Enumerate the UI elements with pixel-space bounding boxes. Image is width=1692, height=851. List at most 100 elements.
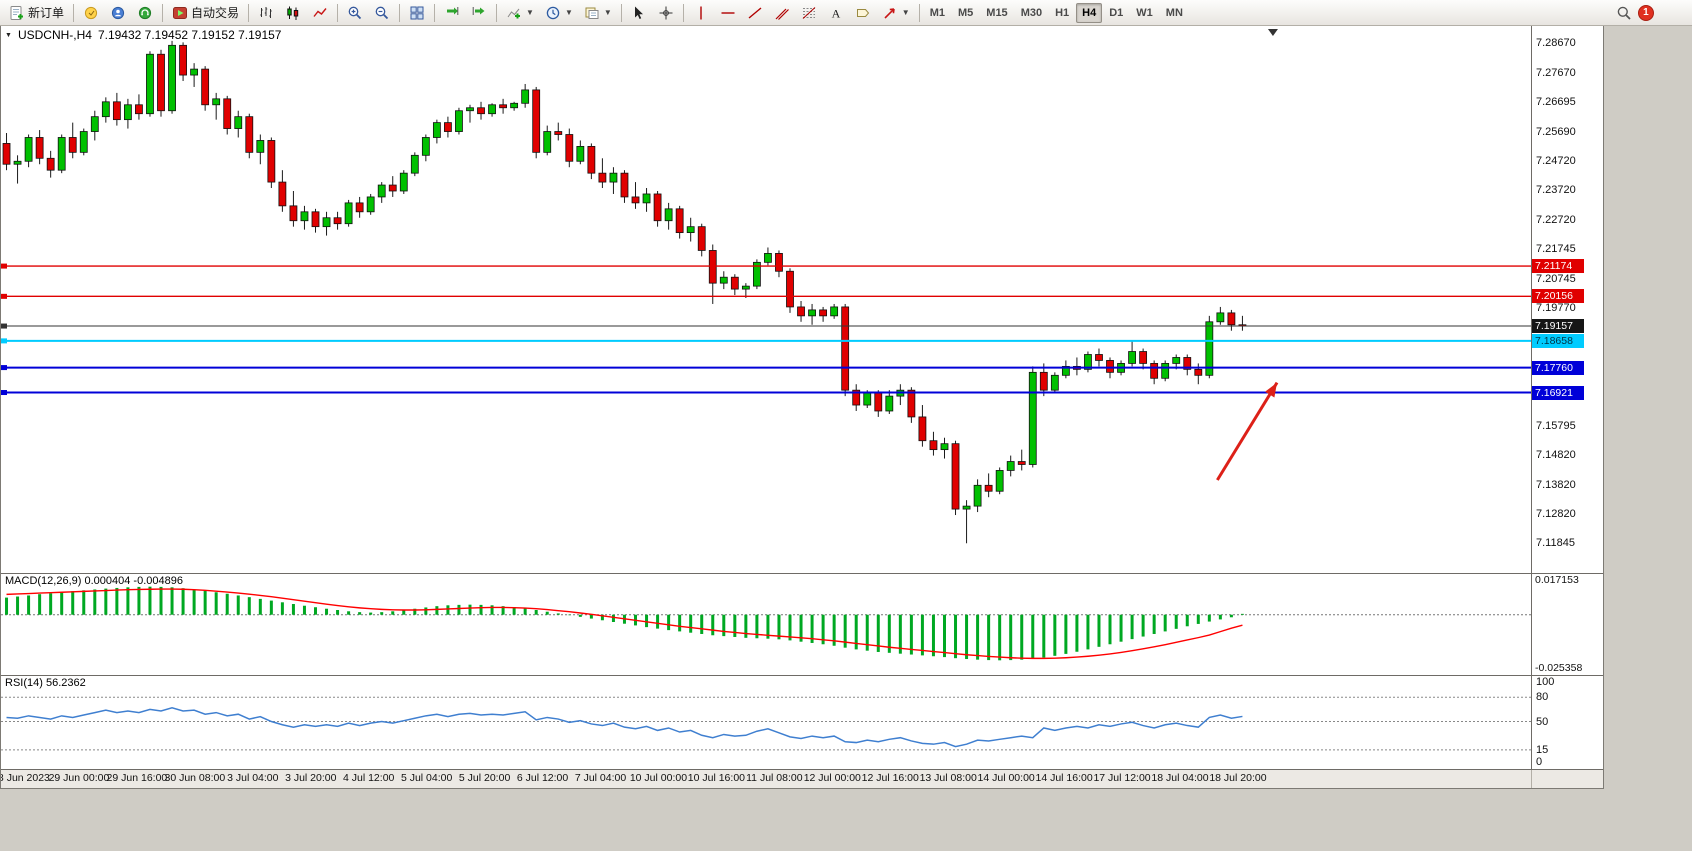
bar-chart-button[interactable] bbox=[253, 2, 279, 24]
profile-button[interactable] bbox=[105, 2, 131, 24]
toolbar-separator bbox=[337, 3, 339, 22]
price-label: 7.27670 bbox=[1536, 66, 1576, 79]
candle bbox=[697, 226, 706, 251]
symbol-period-label: USDCNH-,H4 bbox=[17, 28, 92, 42]
candle bbox=[642, 193, 651, 204]
line-anchor[interactable] bbox=[1, 338, 7, 344]
timeframe-m5[interactable]: M5 bbox=[952, 3, 979, 23]
candle bbox=[466, 107, 474, 112]
price-label: 7.19770 bbox=[1536, 301, 1576, 314]
candle bbox=[421, 137, 430, 156]
candle bbox=[410, 154, 419, 174]
candle bbox=[46, 157, 55, 171]
candle bbox=[631, 196, 640, 204]
vertical-line-button[interactable] bbox=[688, 2, 714, 24]
main-plot[interactable]: ▼ USDCNH-,H4 7.19432 7.19452 7.19152 7.1… bbox=[1, 26, 1531, 573]
toolbar: 新订单 自动交易 ▼ ▼ ▼ A ▼ M1 M5 M15 M30 H1 H4 D… bbox=[0, 0, 1692, 26]
line-anchor[interactable] bbox=[1, 390, 7, 396]
cursor-button[interactable] bbox=[626, 2, 652, 24]
horizontal-line-button[interactable] bbox=[715, 2, 741, 24]
candle bbox=[399, 172, 408, 192]
line-anchor[interactable] bbox=[1, 323, 7, 329]
macd-scale-min: -0.025358 bbox=[1535, 662, 1583, 674]
period-button[interactable]: ▼ bbox=[540, 2, 578, 24]
line-anchor[interactable] bbox=[1, 365, 7, 371]
candle bbox=[841, 306, 850, 391]
candle bbox=[984, 484, 993, 492]
candle bbox=[874, 392, 883, 412]
macd-plot[interactable]: MACD(12,26,9) 0.000404 -0.004896 bbox=[1, 574, 1531, 675]
timeframe-m30[interactable]: M30 bbox=[1015, 3, 1048, 23]
notification-badge[interactable]: 1 bbox=[1637, 4, 1654, 21]
time-label: 10 Jul 16:00 bbox=[687, 772, 745, 784]
chevron-down-icon: ▼ bbox=[603, 8, 612, 17]
timeframe-m15[interactable]: M15 bbox=[980, 3, 1013, 23]
candle bbox=[1028, 371, 1037, 465]
candle bbox=[245, 116, 254, 153]
candle bbox=[168, 44, 176, 112]
candle bbox=[190, 68, 199, 76]
rsi-plot[interactable]: RSI(14) 56.2362 bbox=[1, 676, 1531, 769]
search-button[interactable] bbox=[1611, 2, 1637, 24]
timeframe-w1[interactable]: W1 bbox=[1130, 3, 1159, 23]
label-button[interactable] bbox=[850, 2, 876, 24]
candle bbox=[1095, 354, 1103, 361]
line-anchor[interactable] bbox=[1, 263, 7, 269]
timeframe-h4[interactable]: H4 bbox=[1076, 2, 1103, 23]
candle bbox=[444, 122, 452, 132]
candle bbox=[488, 104, 496, 115]
price-label: 7.14820 bbox=[1536, 448, 1576, 461]
candle bbox=[57, 137, 66, 171]
time-label: 4 Jul 12:00 bbox=[343, 772, 395, 784]
auto-scroll-button[interactable] bbox=[439, 2, 465, 24]
crosshair-button[interactable] bbox=[653, 2, 679, 24]
time-label: 28 Jun 2023 bbox=[1, 772, 50, 784]
candle bbox=[510, 102, 519, 109]
timeframe-d1[interactable]: D1 bbox=[1103, 3, 1129, 23]
zoom-out-button[interactable] bbox=[369, 2, 395, 24]
line-chart-button[interactable] bbox=[307, 2, 333, 24]
arrows-button[interactable]: ▼ bbox=[877, 2, 915, 24]
zoom-in-button[interactable] bbox=[342, 2, 368, 24]
chart-shift-marker[interactable] bbox=[1267, 29, 1278, 36]
timeframe-m1[interactable]: M1 bbox=[924, 3, 951, 23]
candle bbox=[741, 285, 750, 290]
time-label: 11 Jul 08:00 bbox=[746, 772, 803, 784]
candle bbox=[2, 143, 11, 165]
ohlc-values: 7.19432 7.19452 7.19152 7.19157 bbox=[97, 28, 282, 42]
line-anchor[interactable] bbox=[1, 293, 7, 299]
community-button[interactable] bbox=[132, 2, 158, 24]
price-axis[interactable]: 7.28670 7.27670 7.26695 7.25690 7.24720 7.237… bbox=[1531, 26, 1603, 573]
macd-axis[interactable]: 0.017153 -0.025358 bbox=[1531, 574, 1603, 675]
fibonacci-button[interactable] bbox=[796, 2, 822, 24]
price-label: 7.25690 bbox=[1536, 125, 1576, 138]
channel-button[interactable] bbox=[769, 2, 795, 24]
auto-trading-button[interactable]: 自动交易 bbox=[167, 2, 244, 24]
rsi-axis[interactable]: 100 80 50 15 0 bbox=[1531, 676, 1603, 769]
macd-signal-line bbox=[6, 588, 1243, 660]
candle bbox=[1194, 368, 1203, 376]
text-button[interactable]: A bbox=[823, 2, 849, 24]
rsi-chart bbox=[1, 696, 1531, 751]
candlestick-button[interactable] bbox=[280, 2, 306, 24]
price-badge: 7.21174 bbox=[1532, 259, 1584, 274]
new-order-label: 新订单 bbox=[28, 6, 65, 20]
candle bbox=[1183, 357, 1192, 370]
chart-shift-button[interactable] bbox=[466, 2, 492, 24]
arrow-head[interactable] bbox=[1265, 382, 1278, 398]
time-label: 10 Jul 00:00 bbox=[629, 772, 688, 784]
chart-menu-icon[interactable]: ▼ bbox=[5, 31, 12, 39]
arrow-annotation[interactable] bbox=[1216, 381, 1279, 481]
cursor-icon bbox=[634, 6, 643, 19]
time-label: 12 Jul 16:00 bbox=[861, 772, 919, 784]
add-indicator-button[interactable]: ▼ bbox=[501, 2, 539, 24]
macd-label: MACD(12,26,9) 0.000404 -0.004896 bbox=[5, 575, 183, 587]
timeframe-mn[interactable]: MN bbox=[1160, 3, 1189, 23]
tile-windows-button[interactable] bbox=[404, 2, 430, 24]
favorites-button[interactable] bbox=[78, 2, 104, 24]
templates-button[interactable]: ▼ bbox=[579, 2, 617, 24]
timeframe-h1[interactable]: H1 bbox=[1049, 3, 1075, 23]
new-order-button[interactable]: 新订单 bbox=[4, 2, 69, 24]
trendline-button[interactable] bbox=[742, 2, 768, 24]
